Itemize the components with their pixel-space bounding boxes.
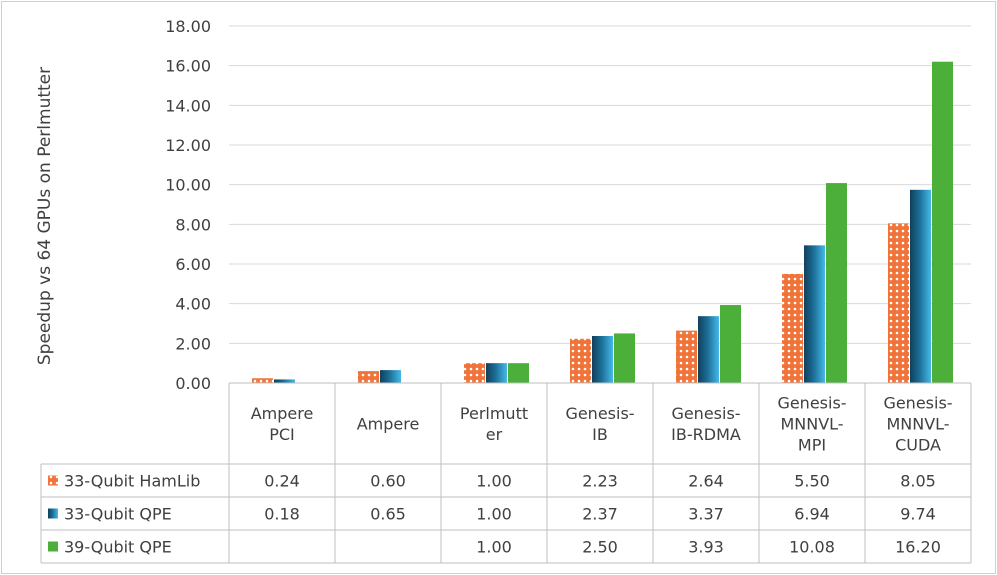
x-category-label: Ampere <box>357 415 420 434</box>
data-label: 2.50 <box>582 538 618 557</box>
legend-label: 33-Qubit HamLib <box>64 472 200 491</box>
legend-swatch <box>48 475 58 486</box>
data-label: 8.05 <box>900 472 936 491</box>
y-tick-label: 2.00 <box>175 334 211 353</box>
x-category-label: Perlmutt <box>460 404 528 423</box>
legend-label: 33-Qubit QPE <box>64 505 172 524</box>
data-label: 2.23 <box>582 472 618 491</box>
gridlines <box>229 25 971 344</box>
data-label: 3.37 <box>688 505 724 524</box>
x-category-label: MNNVL- <box>780 415 843 434</box>
bar <box>508 363 529 383</box>
data-label: 0.60 <box>370 472 406 491</box>
x-category-label: MNNVL- <box>886 415 949 434</box>
bar <box>804 245 825 383</box>
bar <box>592 335 613 383</box>
y-tick-label: 12.00 <box>165 136 211 155</box>
y-tick-label: 16.00 <box>165 57 211 76</box>
bar <box>252 378 273 383</box>
bar <box>380 370 401 383</box>
data-label: 1.00 <box>476 538 512 557</box>
x-category-label: Ampere <box>251 404 314 423</box>
data-label: 10.08 <box>789 538 835 557</box>
bar <box>614 333 635 383</box>
legend-swatch <box>48 508 58 519</box>
x-category-label: Genesis- <box>671 404 740 423</box>
y-tick-label: 4.00 <box>175 295 211 314</box>
data-label: 0.18 <box>264 505 300 524</box>
data-label: 3.93 <box>688 538 724 557</box>
x-category-label: Genesis- <box>565 404 634 423</box>
y-axis-label: Speedup vs 64 GPUs on Perlmutter <box>35 67 55 365</box>
bars <box>252 61 953 383</box>
y-tick-label: 10.00 <box>165 176 211 195</box>
legend-swatch <box>48 541 58 552</box>
bar <box>274 379 295 383</box>
data-label: 2.64 <box>688 472 724 491</box>
x-category-label: Genesis- <box>777 394 846 413</box>
x-category-label: IB <box>592 425 608 444</box>
bar <box>358 371 379 383</box>
data-label: 1.00 <box>476 472 512 491</box>
data-label: 2.37 <box>582 505 618 524</box>
legend-label: 39-Qubit QPE <box>64 538 172 557</box>
bar <box>676 330 697 383</box>
data-label: 5.50 <box>794 472 830 491</box>
bar <box>782 273 803 383</box>
bar <box>570 338 591 383</box>
x-category-label: CUDA <box>895 436 941 455</box>
bar <box>910 189 931 383</box>
y-tick-label: 0.00 <box>175 374 211 393</box>
x-category-label: IB-RDMA <box>671 425 741 444</box>
x-category-label: er <box>486 425 503 444</box>
y-tick-label: 14.00 <box>165 96 211 115</box>
y-axis-ticks: 0.00 2.00 4.00 6.00 8.00 10.00 12.00 14.00 16.00… <box>165 17 211 393</box>
y-tick-label: 8.00 <box>175 215 211 234</box>
x-category-label: MPI <box>798 436 826 455</box>
bar <box>720 305 741 383</box>
x-category-label: Genesis- <box>883 394 952 413</box>
bar <box>888 223 909 383</box>
data-label: 0.65 <box>370 505 406 524</box>
data-label: 9.74 <box>900 505 936 524</box>
y-tick-label: 18.00 <box>165 17 211 36</box>
data-label: 6.94 <box>794 505 830 524</box>
x-category-label: PCI <box>269 425 295 444</box>
bar <box>826 183 847 383</box>
data-table: Ampere PCI Ampere Perlmutt er Genesis- IB Genes… <box>40 382 972 564</box>
bar <box>698 316 719 383</box>
y-tick-label: 6.00 <box>175 255 211 274</box>
bar <box>464 363 485 383</box>
bar <box>932 61 953 383</box>
bar <box>486 363 507 383</box>
data-label: 16.20 <box>895 538 941 557</box>
data-label: 1.00 <box>476 505 512 524</box>
data-label: 0.24 <box>264 472 300 491</box>
